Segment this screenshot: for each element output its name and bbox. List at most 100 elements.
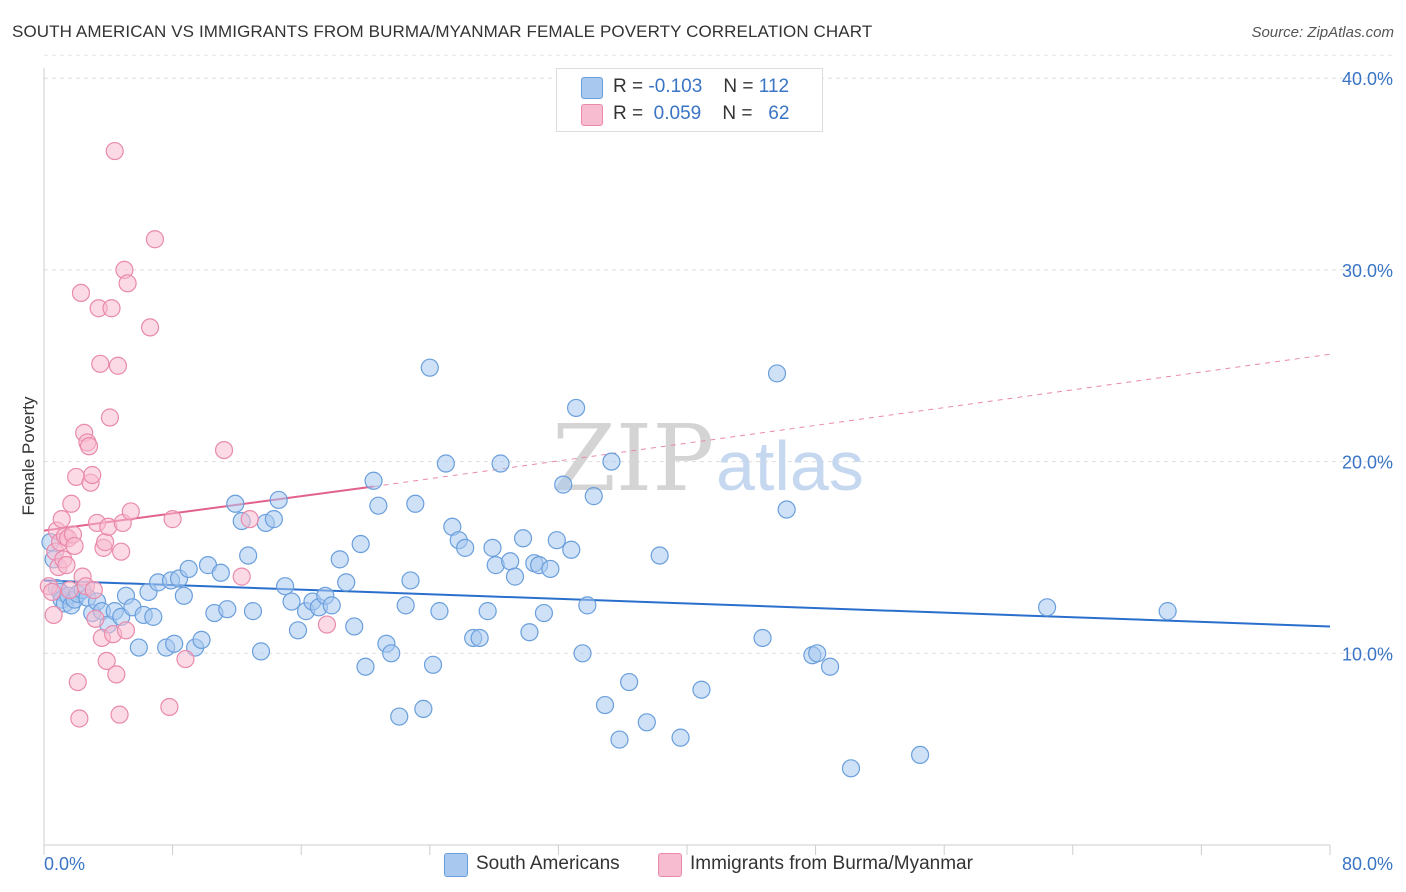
data-point — [650, 546, 669, 565]
data-point — [211, 563, 230, 582]
data-point — [456, 538, 475, 557]
data-point — [602, 452, 621, 471]
data-point — [68, 672, 87, 692]
data-point — [226, 494, 245, 513]
series-south-americans — [41, 358, 1177, 778]
data-point — [910, 745, 930, 765]
legend-r-label: R = — [613, 103, 644, 124]
data-point — [820, 657, 840, 676]
data-point — [595, 695, 615, 715]
legend-r-value: -0.103 — [648, 76, 703, 97]
y-tick-label: 10.0% — [1342, 644, 1393, 664]
data-point — [70, 709, 89, 728]
data-point — [420, 358, 439, 377]
data-point — [364, 471, 383, 490]
data-point — [401, 571, 420, 590]
bottom-legend-swatch-blue — [444, 853, 468, 877]
data-point — [356, 657, 375, 676]
data-point — [52, 510, 71, 529]
data-point — [547, 531, 566, 550]
data-point — [351, 534, 370, 554]
data-point — [767, 364, 787, 383]
data-point — [269, 490, 288, 510]
data-point — [71, 283, 91, 303]
data-point — [637, 713, 656, 732]
chart-title: SOUTH AMERICAN VS IMMIGRANTS FROM BURMA/… — [12, 22, 873, 41]
data-point — [584, 487, 603, 506]
data-point — [534, 603, 554, 623]
data-point — [483, 538, 502, 557]
data-point — [62, 494, 81, 513]
bottom-legend-label: South Americans — [476, 853, 620, 874]
data-point — [562, 540, 581, 559]
data-point — [573, 644, 592, 663]
data-point — [65, 536, 84, 556]
watermark-zip: ZIP — [552, 405, 714, 512]
data-point — [1158, 602, 1177, 621]
data-point — [541, 559, 560, 579]
data-point — [60, 580, 79, 600]
tick-labels: 10.0% 20.0% 30.0% 40.0% 0.0% 80.0% — [44, 69, 1393, 874]
data-point — [102, 299, 121, 318]
bottom-legend-swatch-pink — [658, 853, 682, 877]
legend-n-value: 112 — [758, 76, 790, 97]
data-point — [337, 573, 356, 592]
data-point — [240, 510, 259, 529]
data-point — [554, 475, 573, 494]
data-point — [116, 621, 136, 640]
legend-n-label: N = — [723, 76, 754, 97]
data-point — [505, 567, 525, 586]
y-tick-label: 20.0% — [1342, 453, 1393, 473]
data-point — [218, 600, 237, 619]
data-point — [322, 596, 341, 615]
legend-n-label: N = — [722, 103, 753, 124]
data-point — [145, 230, 165, 249]
legend-r-label: R = — [613, 76, 644, 97]
data-point — [42, 582, 62, 602]
data-point — [753, 628, 772, 648]
data-point — [95, 533, 115, 552]
data-point — [414, 699, 433, 718]
data-point — [107, 665, 126, 684]
data-point — [808, 644, 827, 663]
data-point — [251, 642, 271, 661]
data-point — [478, 602, 497, 621]
data-point — [243, 602, 263, 621]
series-burma-myanmar — [39, 141, 337, 728]
data-point — [83, 465, 102, 485]
data-point — [129, 638, 148, 657]
data-point — [317, 615, 337, 634]
data-point — [288, 621, 308, 640]
y-tick-label: 30.0% — [1342, 261, 1393, 281]
data-point — [144, 607, 163, 626]
data-point — [470, 628, 489, 648]
bottom-legend-label: Immigrants from Burma/Myanmar — [690, 853, 973, 874]
legend-swatch-blue — [581, 77, 603, 99]
data-point — [192, 630, 211, 649]
data-point — [214, 440, 234, 460]
data-point — [86, 609, 105, 628]
data-point — [578, 596, 597, 615]
watermark: ZIP atlas — [552, 405, 864, 512]
data-point — [396, 596, 415, 615]
y-tick-label: 40.0% — [1342, 69, 1393, 89]
data-point — [369, 496, 388, 515]
data-point — [520, 623, 539, 642]
data-point — [620, 672, 639, 692]
data-point — [423, 655, 443, 674]
x-tick-label: 80.0% — [1342, 854, 1393, 874]
data-point — [566, 398, 586, 418]
data-point — [121, 502, 140, 521]
data-point — [406, 494, 425, 513]
data-point — [777, 500, 796, 519]
data-point — [163, 510, 182, 529]
data-point — [841, 759, 861, 778]
data-point — [610, 730, 629, 749]
data-point — [513, 529, 533, 548]
gridlines — [44, 54, 1392, 654]
legend-swatch-pink — [581, 104, 603, 126]
data-point — [1037, 598, 1057, 617]
data-point — [436, 454, 455, 473]
data-point — [671, 728, 690, 747]
